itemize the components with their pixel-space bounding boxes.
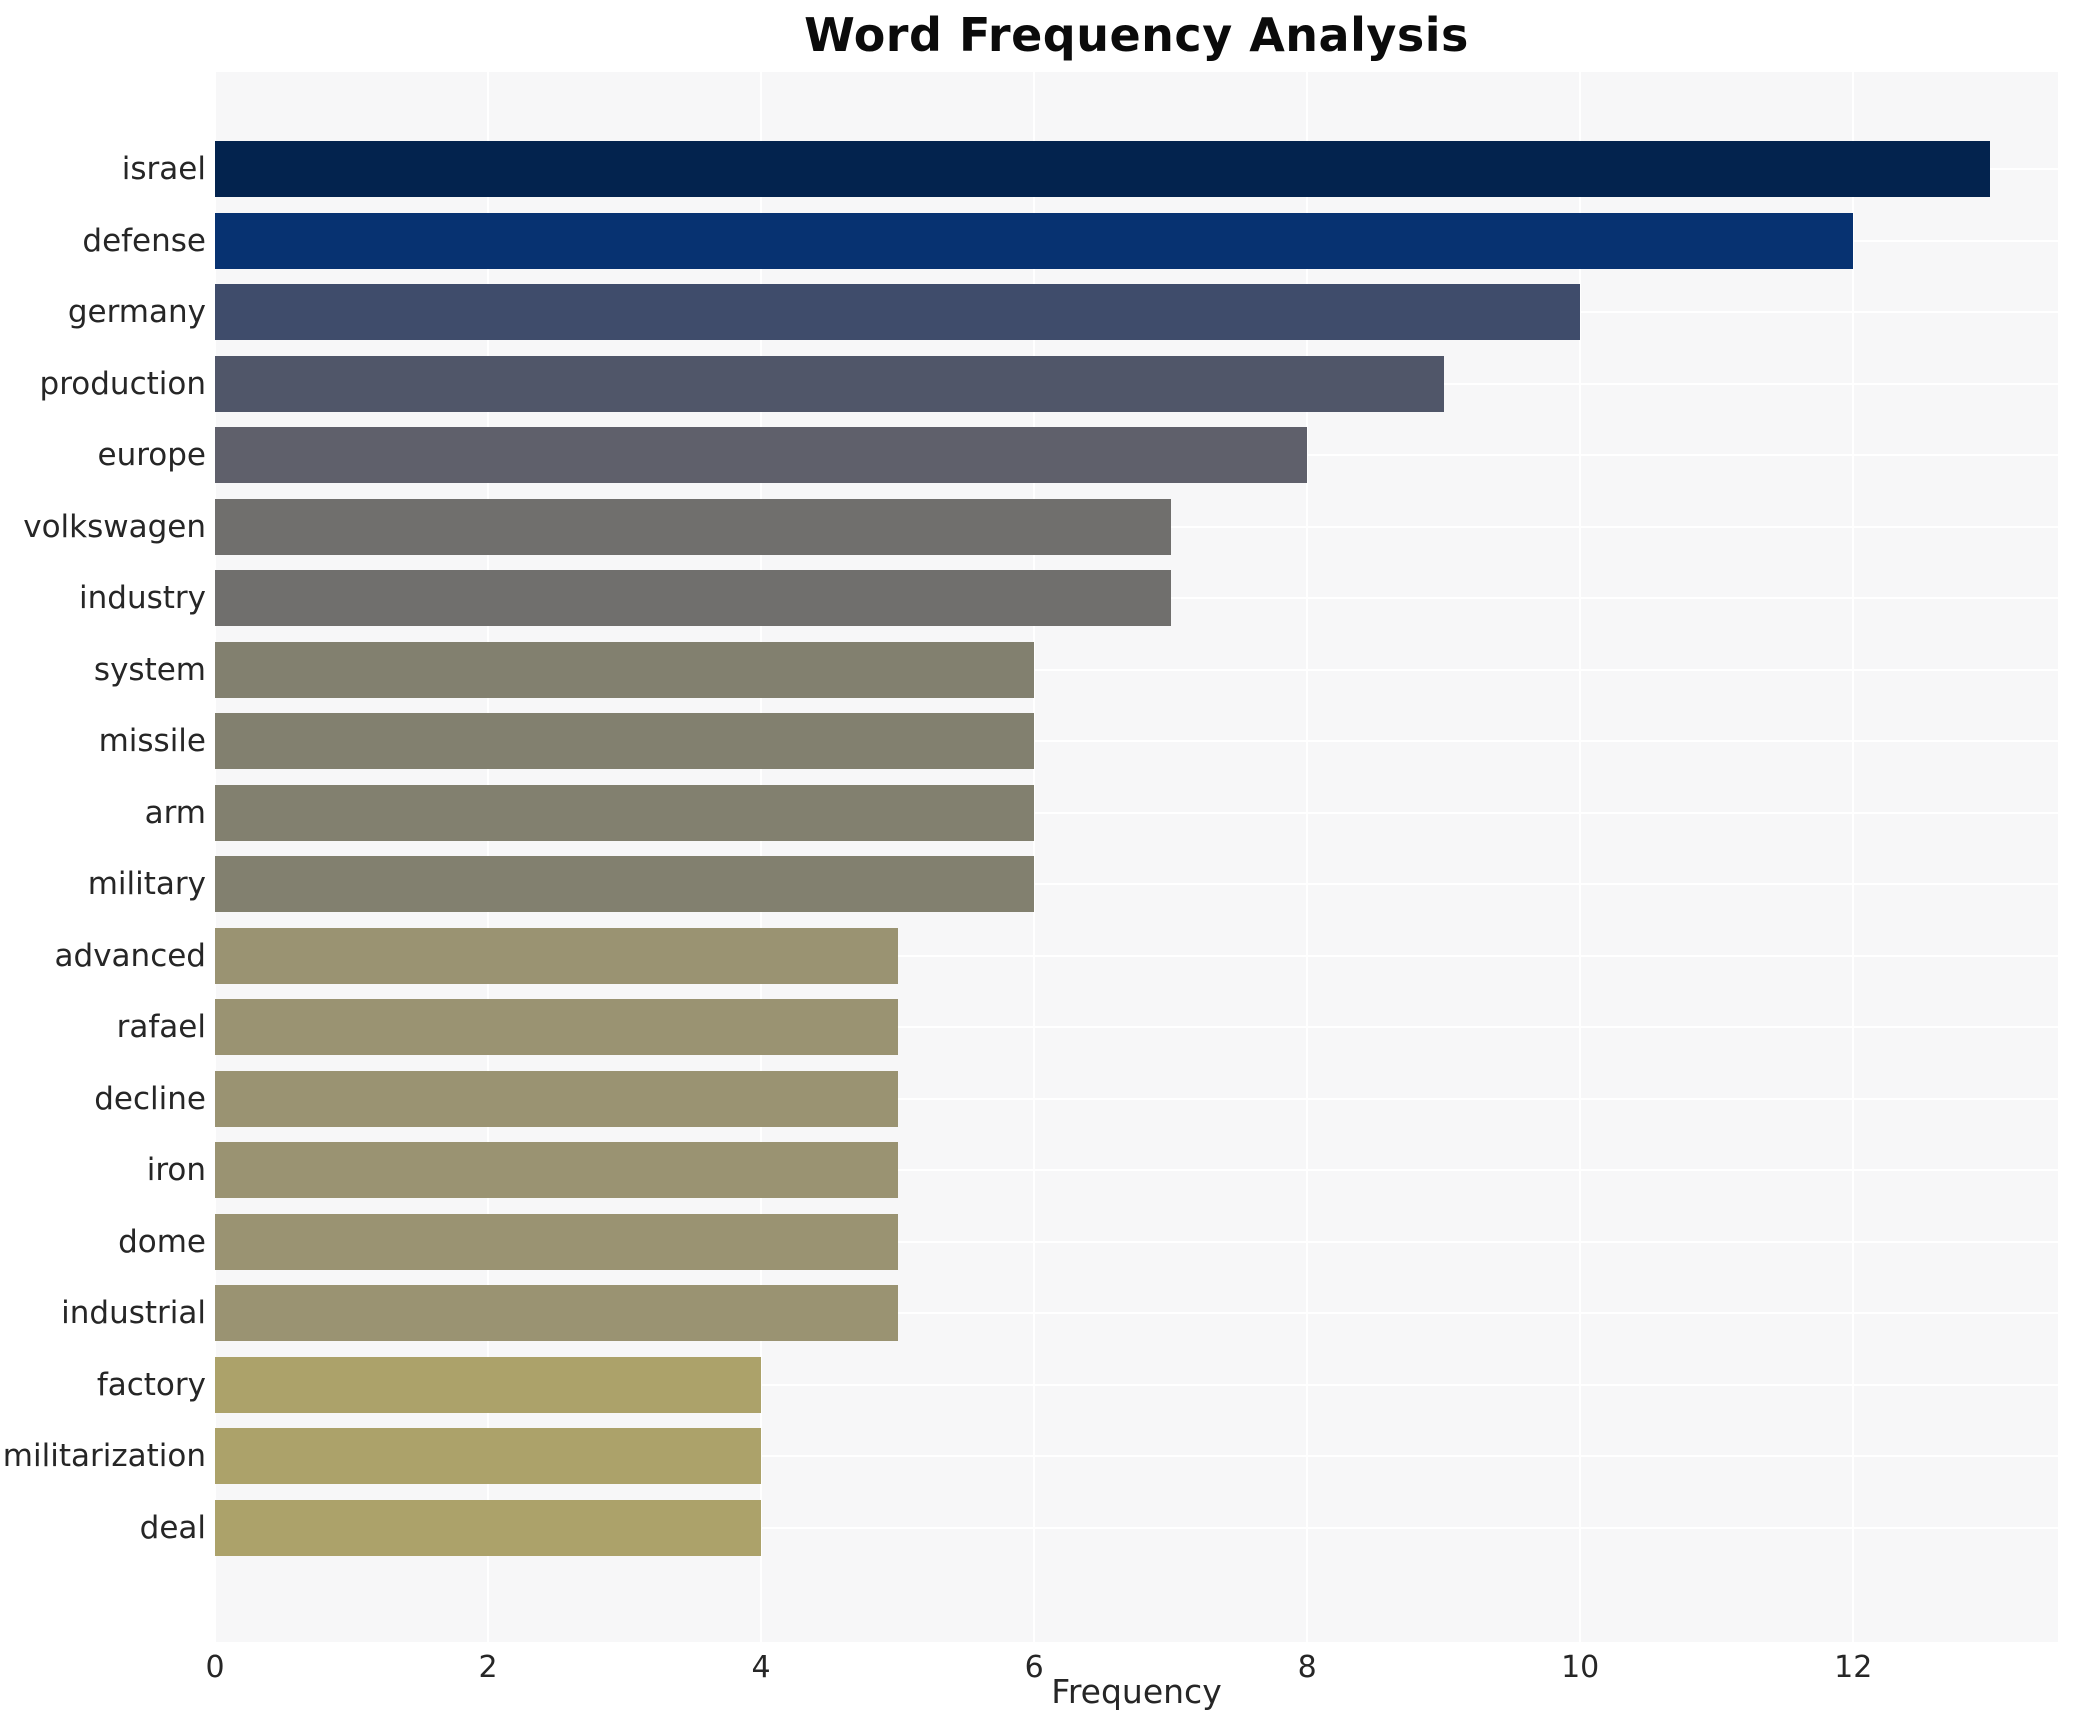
y-tick-label-iron: iron: [146, 1152, 206, 1188]
bar-industrial: [215, 1285, 898, 1341]
gridline-x-8: [1306, 72, 1309, 1642]
y-tick-label-volkswagen: volkswagen: [23, 508, 206, 545]
gridline-y-factory: [215, 1383, 2058, 1386]
bar-germany: [215, 284, 1581, 340]
y-tick-label-rafael: rafael: [116, 1009, 206, 1045]
x-tick-label-10: 10: [1561, 1650, 1600, 1685]
y-tick-label-industry: industry: [79, 580, 206, 616]
x-tick-label-6: 6: [1024, 1650, 1044, 1685]
y-tick-label-factory: factory: [96, 1366, 206, 1403]
y-tick-label-arm: arm: [144, 794, 206, 831]
bar-israel: [215, 141, 1990, 197]
gridline-y-advanced: [215, 954, 2058, 957]
gridline-x-12: [1852, 72, 1855, 1642]
bar-industry: [215, 570, 1171, 626]
y-tick-label-system: system: [93, 651, 206, 688]
y-tick-label-production: production: [39, 365, 206, 402]
gridline-y-dome: [215, 1240, 2058, 1243]
x-tick-label-12: 12: [1834, 1650, 1873, 1685]
plot-area: [214, 72, 2058, 1642]
y-tick-label-military: military: [87, 866, 206, 902]
gridline-x-6: [1033, 72, 1036, 1642]
gridline-y-military: [215, 883, 2058, 885]
bar-factory: [215, 1356, 762, 1413]
y-tick-label-industrial: industrial: [61, 1295, 206, 1331]
bar-rafael: [215, 999, 898, 1055]
x-tick-label-4: 4: [751, 1650, 771, 1685]
gridline-y-militarization: [215, 1455, 2058, 1457]
y-tick-label-deal: deal: [139, 1509, 206, 1546]
bar-europe: [215, 427, 1308, 483]
bar-militarization: [215, 1428, 762, 1484]
y-axis-tick-labels: israel defense germany production europe volk…: [0, 72, 206, 1642]
y-tick-label-israel: israel: [121, 151, 206, 187]
y-tick-label-defense: defense: [82, 222, 206, 259]
x-tick-label-0: 0: [205, 1650, 225, 1685]
bar-volkswagen: [215, 498, 1171, 555]
bar-system: [215, 641, 1035, 698]
gridline-y-deal: [215, 1526, 2058, 1529]
bar-arm: [215, 784, 1035, 841]
gridline-y-rafael: [215, 1026, 2058, 1028]
y-tick-label-decline: decline: [94, 1080, 206, 1117]
gridline-y-arm: [215, 811, 2058, 814]
x-axis-title: Frequency: [1051, 1672, 1222, 1710]
y-tick-label-europe: europe: [97, 437, 207, 473]
bar-dome: [215, 1213, 898, 1270]
y-tick-label-dome: dome: [118, 1223, 206, 1260]
gridline-y-iron: [215, 1169, 2058, 1171]
bar-production: [215, 355, 1444, 412]
chart-title: Word Frequency Analysis: [804, 8, 1469, 62]
bar-military: [215, 856, 1035, 912]
x-tick-label-2: 2: [478, 1650, 498, 1685]
bar-missile: [215, 713, 1035, 769]
bar-advanced: [215, 927, 898, 984]
gridline-x-10: [1579, 72, 1582, 1642]
bar-defense: [215, 212, 1854, 269]
bar-decline: [215, 1070, 898, 1127]
y-tick-label-advanced: advanced: [54, 937, 206, 974]
x-tick-label-8: 8: [1297, 1650, 1317, 1685]
y-tick-label-germany: germany: [67, 294, 206, 330]
gridline-y-system: [215, 668, 2058, 671]
x-axis-tick-labels: 0 2 4 6 8 10 12: [205, 1650, 2058, 1690]
y-tick-label-militarization: militarization: [2, 1438, 206, 1474]
gridline-y-decline: [215, 1097, 2058, 1100]
gridline-y-industrial: [215, 1312, 2058, 1314]
bar-iron: [215, 1142, 898, 1198]
bar-deal: [215, 1499, 762, 1556]
y-tick-label-missile: missile: [98, 723, 206, 759]
gridline-y-missile: [215, 740, 2058, 742]
